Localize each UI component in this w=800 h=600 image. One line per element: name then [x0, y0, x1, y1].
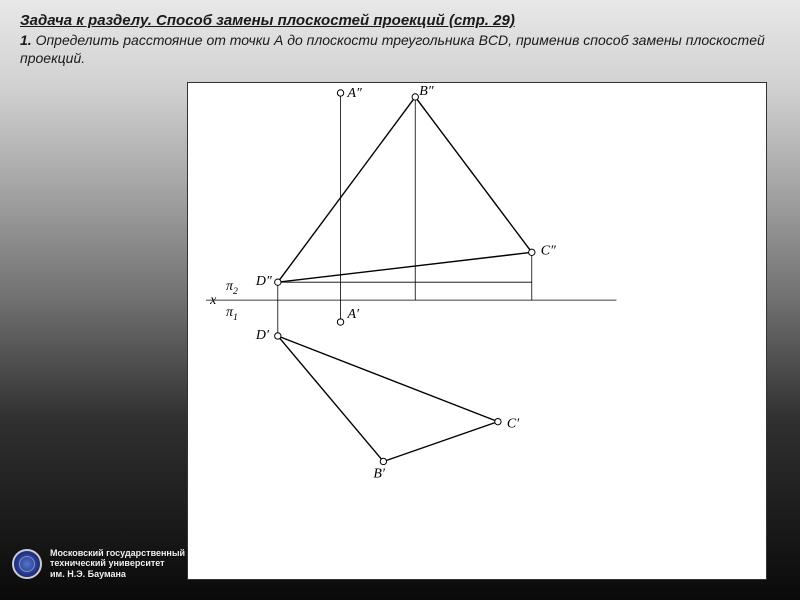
svg-text:D″: D″ [255, 274, 272, 289]
problem-statement: 1. Определить расстояние от точки А до п… [20, 31, 780, 67]
svg-text:C″: C″ [541, 243, 556, 258]
university-logo-icon [12, 549, 42, 579]
svg-text:A′: A′ [347, 307, 361, 322]
drawing-canvas: x π2 π1 A″ B″ C″ D″ A′ D′ C′ B′ [187, 82, 767, 580]
header: Задача к разделу. Способ замены плоскост… [0, 0, 800, 71]
svg-text:A″: A″ [347, 86, 363, 101]
footer-line2: технический университет [50, 558, 185, 569]
svg-text:x: x [209, 293, 217, 308]
engineering-drawing-svg: x π2 π1 A″ B″ C″ D″ A′ D′ C′ B′ [188, 83, 766, 579]
footer: Московский государственный технический у… [12, 548, 185, 580]
problem-number: 1. [20, 32, 32, 48]
svg-text:D′: D′ [255, 328, 270, 343]
svg-text:π2: π2 [226, 279, 238, 297]
svg-text:B′: B′ [373, 466, 386, 481]
footer-line1: Московский государственный [50, 548, 185, 559]
problem-text: Определить расстояние от точки А до плос… [20, 32, 765, 66]
section-title: Задача к разделу. Способ замены плоскост… [20, 12, 780, 29]
footer-text: Московский государственный технический у… [50, 548, 185, 580]
footer-line3: им. Н.Э. Баумана [50, 569, 185, 580]
svg-text:B″: B″ [419, 84, 434, 99]
svg-text:C′: C′ [507, 417, 520, 432]
svg-text:π1: π1 [226, 305, 238, 323]
